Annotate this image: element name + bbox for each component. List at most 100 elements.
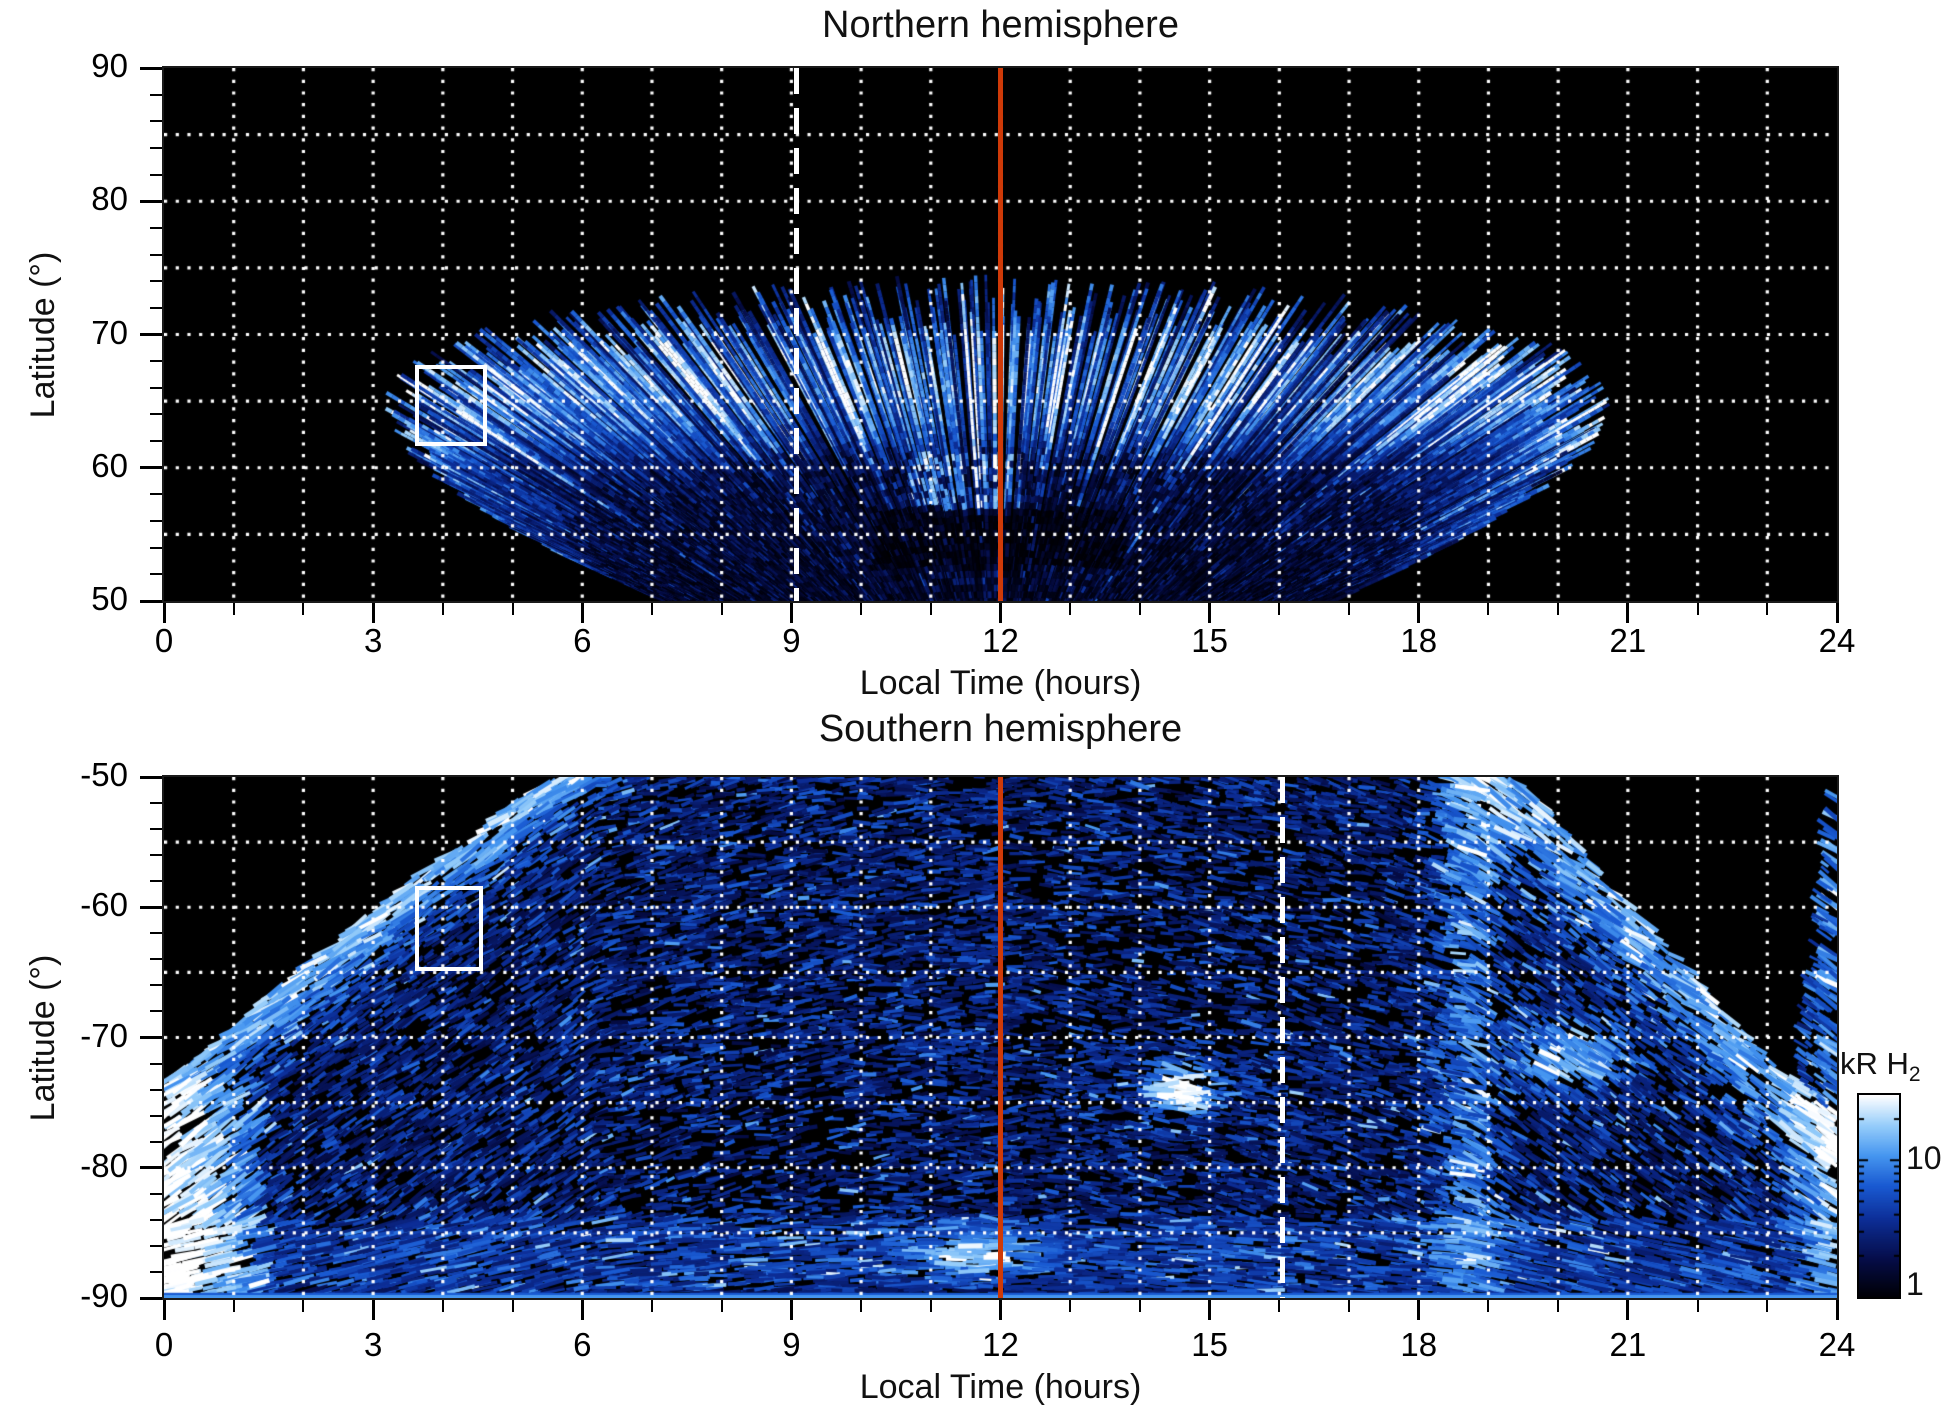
x-major-tick bbox=[999, 603, 1002, 623]
x-minor-tick bbox=[511, 603, 514, 615]
y-minor-tick bbox=[150, 120, 162, 123]
x-minor-tick bbox=[232, 603, 235, 615]
y-major-tick bbox=[140, 66, 162, 70]
x-major-tick bbox=[580, 603, 584, 623]
x-tick-label: 12 bbox=[982, 1326, 1019, 1363]
x-minor-tick bbox=[1557, 603, 1560, 615]
x-tick-label: 6 bbox=[573, 1326, 592, 1363]
y-minor-tick bbox=[150, 984, 162, 987]
x-tick-label: 24 bbox=[1818, 622, 1856, 659]
colorbar-tick-label-10: 10 bbox=[1906, 1140, 1942, 1176]
dashed-time-marker-south bbox=[1279, 777, 1285, 1298]
x-major-tick bbox=[1208, 603, 1212, 623]
y-minor-tick bbox=[150, 1140, 162, 1143]
x-minor-tick bbox=[650, 1300, 653, 1312]
x-minor-tick bbox=[1348, 1300, 1351, 1312]
colorbar-unit-text: kR H bbox=[1840, 1046, 1909, 1081]
y-minor-tick bbox=[150, 1114, 162, 1117]
x-minor-tick bbox=[929, 1300, 932, 1312]
x-tick-label: 9 bbox=[782, 1326, 801, 1363]
x-minor-tick bbox=[1487, 603, 1490, 615]
y-major-tick bbox=[140, 199, 162, 203]
x-minor-tick bbox=[1696, 1300, 1699, 1312]
x-tick-label: 3 bbox=[363, 622, 383, 659]
x-major-tick bbox=[1626, 603, 1630, 623]
x-minor-tick bbox=[1138, 1300, 1141, 1312]
x-major-tick bbox=[371, 603, 375, 623]
y-minor-tick bbox=[150, 828, 162, 831]
y-tick-label: 80 bbox=[91, 180, 128, 218]
x-tick-label: 24 bbox=[1818, 1326, 1856, 1363]
x-minor-tick bbox=[302, 1300, 305, 1312]
x-minor-tick bbox=[302, 603, 305, 615]
x-major-tick bbox=[1626, 1300, 1630, 1320]
noon-meridian-line-south bbox=[998, 777, 1003, 1298]
x-minor-tick bbox=[1766, 603, 1769, 615]
x-major-tick bbox=[789, 603, 793, 623]
x-tick-label: 9 bbox=[782, 622, 801, 659]
x-minor-tick bbox=[1069, 603, 1072, 615]
x-major-tick bbox=[162, 1300, 166, 1320]
y-minor-tick bbox=[150, 386, 162, 389]
y-minor-tick bbox=[150, 226, 162, 229]
selection-box-south bbox=[414, 886, 484, 972]
y-major-tick bbox=[140, 1036, 162, 1039]
x-minor-tick bbox=[1138, 603, 1141, 615]
y-major-tick bbox=[140, 599, 162, 603]
x-minor-tick bbox=[1766, 1300, 1769, 1312]
y-minor-tick bbox=[150, 360, 162, 363]
x-tick-label: 0 bbox=[154, 622, 174, 659]
y-minor-tick bbox=[150, 1218, 162, 1221]
y-minor-tick bbox=[150, 573, 162, 576]
panel-title-south: Southern hemisphere bbox=[818, 708, 1183, 750]
y-minor-tick bbox=[150, 880, 162, 883]
x-minor-tick bbox=[1348, 603, 1351, 615]
y-minor-tick bbox=[150, 306, 162, 309]
x-minor-tick bbox=[650, 603, 653, 615]
y-minor-tick bbox=[150, 280, 162, 283]
y-tick-label: 70 bbox=[91, 313, 128, 351]
x-tick-label: 6 bbox=[573, 622, 592, 659]
y-minor-tick bbox=[150, 1062, 162, 1065]
x-minor-tick bbox=[441, 1300, 444, 1312]
x-major-tick bbox=[1417, 1300, 1421, 1320]
x-minor-tick bbox=[929, 603, 932, 615]
dashed-time-marker-north bbox=[793, 68, 799, 601]
y-tick-label: 90 bbox=[91, 47, 128, 84]
x-major-tick bbox=[789, 1300, 793, 1320]
panel-title-north: Northern hemisphere bbox=[822, 4, 1179, 46]
y-tick-label: -80 bbox=[80, 1146, 128, 1184]
x-minor-tick bbox=[1069, 1300, 1072, 1312]
y-minor-tick bbox=[150, 440, 162, 443]
y-minor-tick bbox=[150, 1088, 162, 1091]
y-minor-tick bbox=[150, 932, 162, 935]
y-minor-tick bbox=[150, 93, 162, 96]
x-minor-tick bbox=[860, 603, 863, 615]
x-tick-label: 15 bbox=[1191, 622, 1228, 659]
y-minor-tick bbox=[150, 1244, 162, 1247]
x-major-tick bbox=[1835, 603, 1839, 623]
noon-meridian-line-north bbox=[998, 68, 1003, 601]
x-minor-tick bbox=[441, 603, 444, 615]
x-tick-label: 15 bbox=[1191, 1326, 1228, 1363]
y-minor-tick bbox=[150, 1010, 162, 1013]
y-major-tick bbox=[140, 466, 162, 470]
x-major-tick bbox=[371, 1300, 375, 1320]
y-major-tick bbox=[140, 333, 162, 336]
x-major-tick bbox=[1208, 1300, 1212, 1320]
x-tick-label: 12 bbox=[982, 622, 1019, 659]
x-major-tick bbox=[999, 1300, 1002, 1320]
y-minor-tick bbox=[150, 413, 162, 416]
colorbar-title: kR H2 bbox=[1840, 1046, 1921, 1087]
y-minor-tick bbox=[150, 1192, 162, 1195]
y-tick-label: -70 bbox=[80, 1016, 128, 1054]
x-minor-tick bbox=[1696, 603, 1699, 615]
y-minor-tick bbox=[150, 854, 162, 857]
y-minor-tick bbox=[150, 1270, 162, 1273]
y-tick-label: -60 bbox=[80, 886, 128, 924]
y-major-tick bbox=[140, 1166, 162, 1170]
x-axis-label-north: Local Time (hours) bbox=[859, 664, 1142, 702]
x-minor-tick bbox=[511, 1300, 514, 1312]
y-minor-tick bbox=[150, 802, 162, 805]
